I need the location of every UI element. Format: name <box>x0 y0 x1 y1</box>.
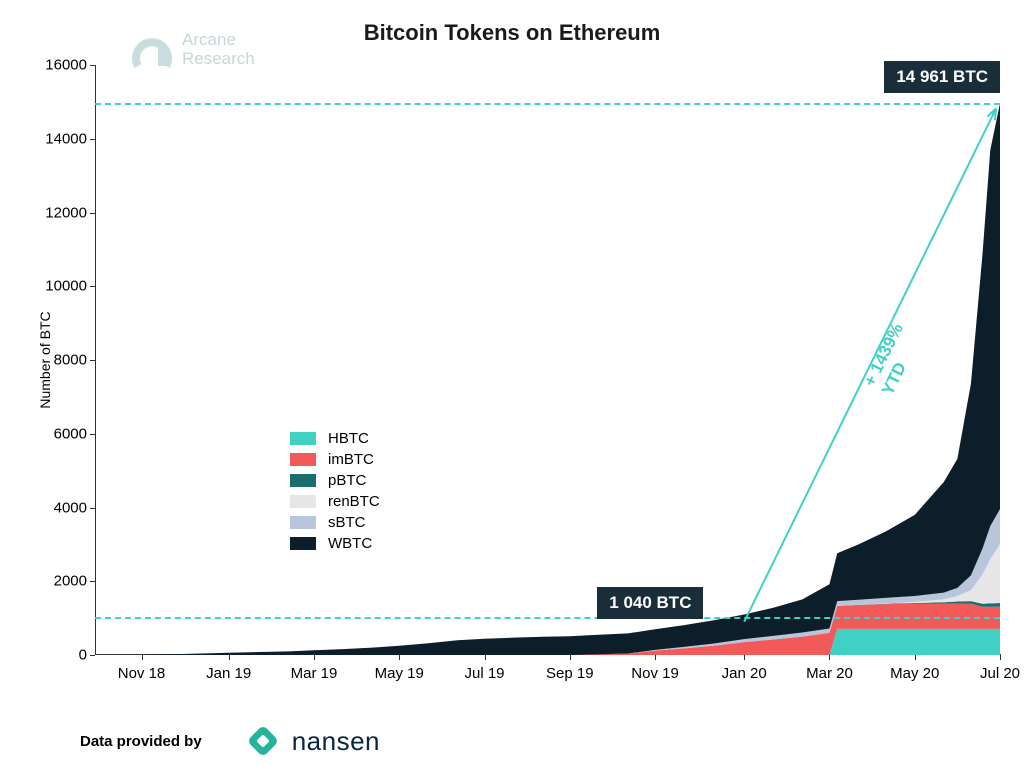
legend-swatch <box>290 474 316 487</box>
ytd-arrow <box>95 65 1000 655</box>
y-tick: 2000 <box>54 573 95 590</box>
legend-swatch <box>290 516 316 529</box>
plot-area: Number of BTC 1 040 BTC 14 961 BTC + 143… <box>95 65 1000 655</box>
x-tick: Jul 20 <box>980 655 1020 682</box>
y-tick: 4000 <box>54 499 95 516</box>
x-tick: Mar 20 <box>806 655 853 682</box>
legend-label: HBTC <box>328 430 369 447</box>
legend-item-sBTC: sBTC <box>290 514 380 531</box>
y-tick: 10000 <box>45 278 95 295</box>
chart-container: Bitcoin Tokens on Ethereum Arcane Resear… <box>0 0 1024 780</box>
y-tick: 8000 <box>54 352 95 369</box>
legend-label: sBTC <box>328 514 366 531</box>
arcane-logo-text: Arcane Research <box>182 31 255 68</box>
nansen-logo: nansen <box>242 720 380 762</box>
x-tick: Mar 19 <box>291 655 338 682</box>
legend-item-renBTC: renBTC <box>290 493 380 510</box>
x-tick: May 20 <box>890 655 939 682</box>
x-tick: May 19 <box>375 655 424 682</box>
legend-item-HBTC: HBTC <box>290 430 380 447</box>
nansen-logo-icon <box>242 720 284 762</box>
x-tick: Nov 18 <box>118 655 166 682</box>
y-tick: 14000 <box>45 130 95 147</box>
y-tick: 6000 <box>54 425 95 442</box>
x-tick: Sep 19 <box>546 655 594 682</box>
legend-label: imBTC <box>328 451 374 468</box>
legend-swatch <box>290 537 316 550</box>
legend-item-imBTC: imBTC <box>290 451 380 468</box>
x-tick: Jan 19 <box>206 655 251 682</box>
legend-item-WBTC: WBTC <box>290 535 380 552</box>
y-tick: 16000 <box>45 57 95 74</box>
legend-label: pBTC <box>328 472 366 489</box>
legend-swatch <box>290 432 316 445</box>
legend: HBTC imBTC pBTC renBTC sBTC WBTC <box>290 430 380 556</box>
data-provided-by-label: Data provided by <box>80 733 202 750</box>
legend-swatch <box>290 495 316 508</box>
x-tick: Jul 19 <box>465 655 505 682</box>
footer: Data provided by nansen <box>80 720 380 762</box>
legend-item-pBTC: pBTC <box>290 472 380 489</box>
y-tick: 12000 <box>45 204 95 221</box>
nansen-logo-text: nansen <box>292 726 380 757</box>
y-tick: 0 <box>79 647 95 664</box>
x-tick: Nov 19 <box>631 655 679 682</box>
legend-label: renBTC <box>328 493 380 510</box>
x-tick: Jan 20 <box>722 655 767 682</box>
legend-label: WBTC <box>328 535 372 552</box>
legend-swatch <box>290 453 316 466</box>
y-axis-label: Number of BTC <box>37 311 53 408</box>
